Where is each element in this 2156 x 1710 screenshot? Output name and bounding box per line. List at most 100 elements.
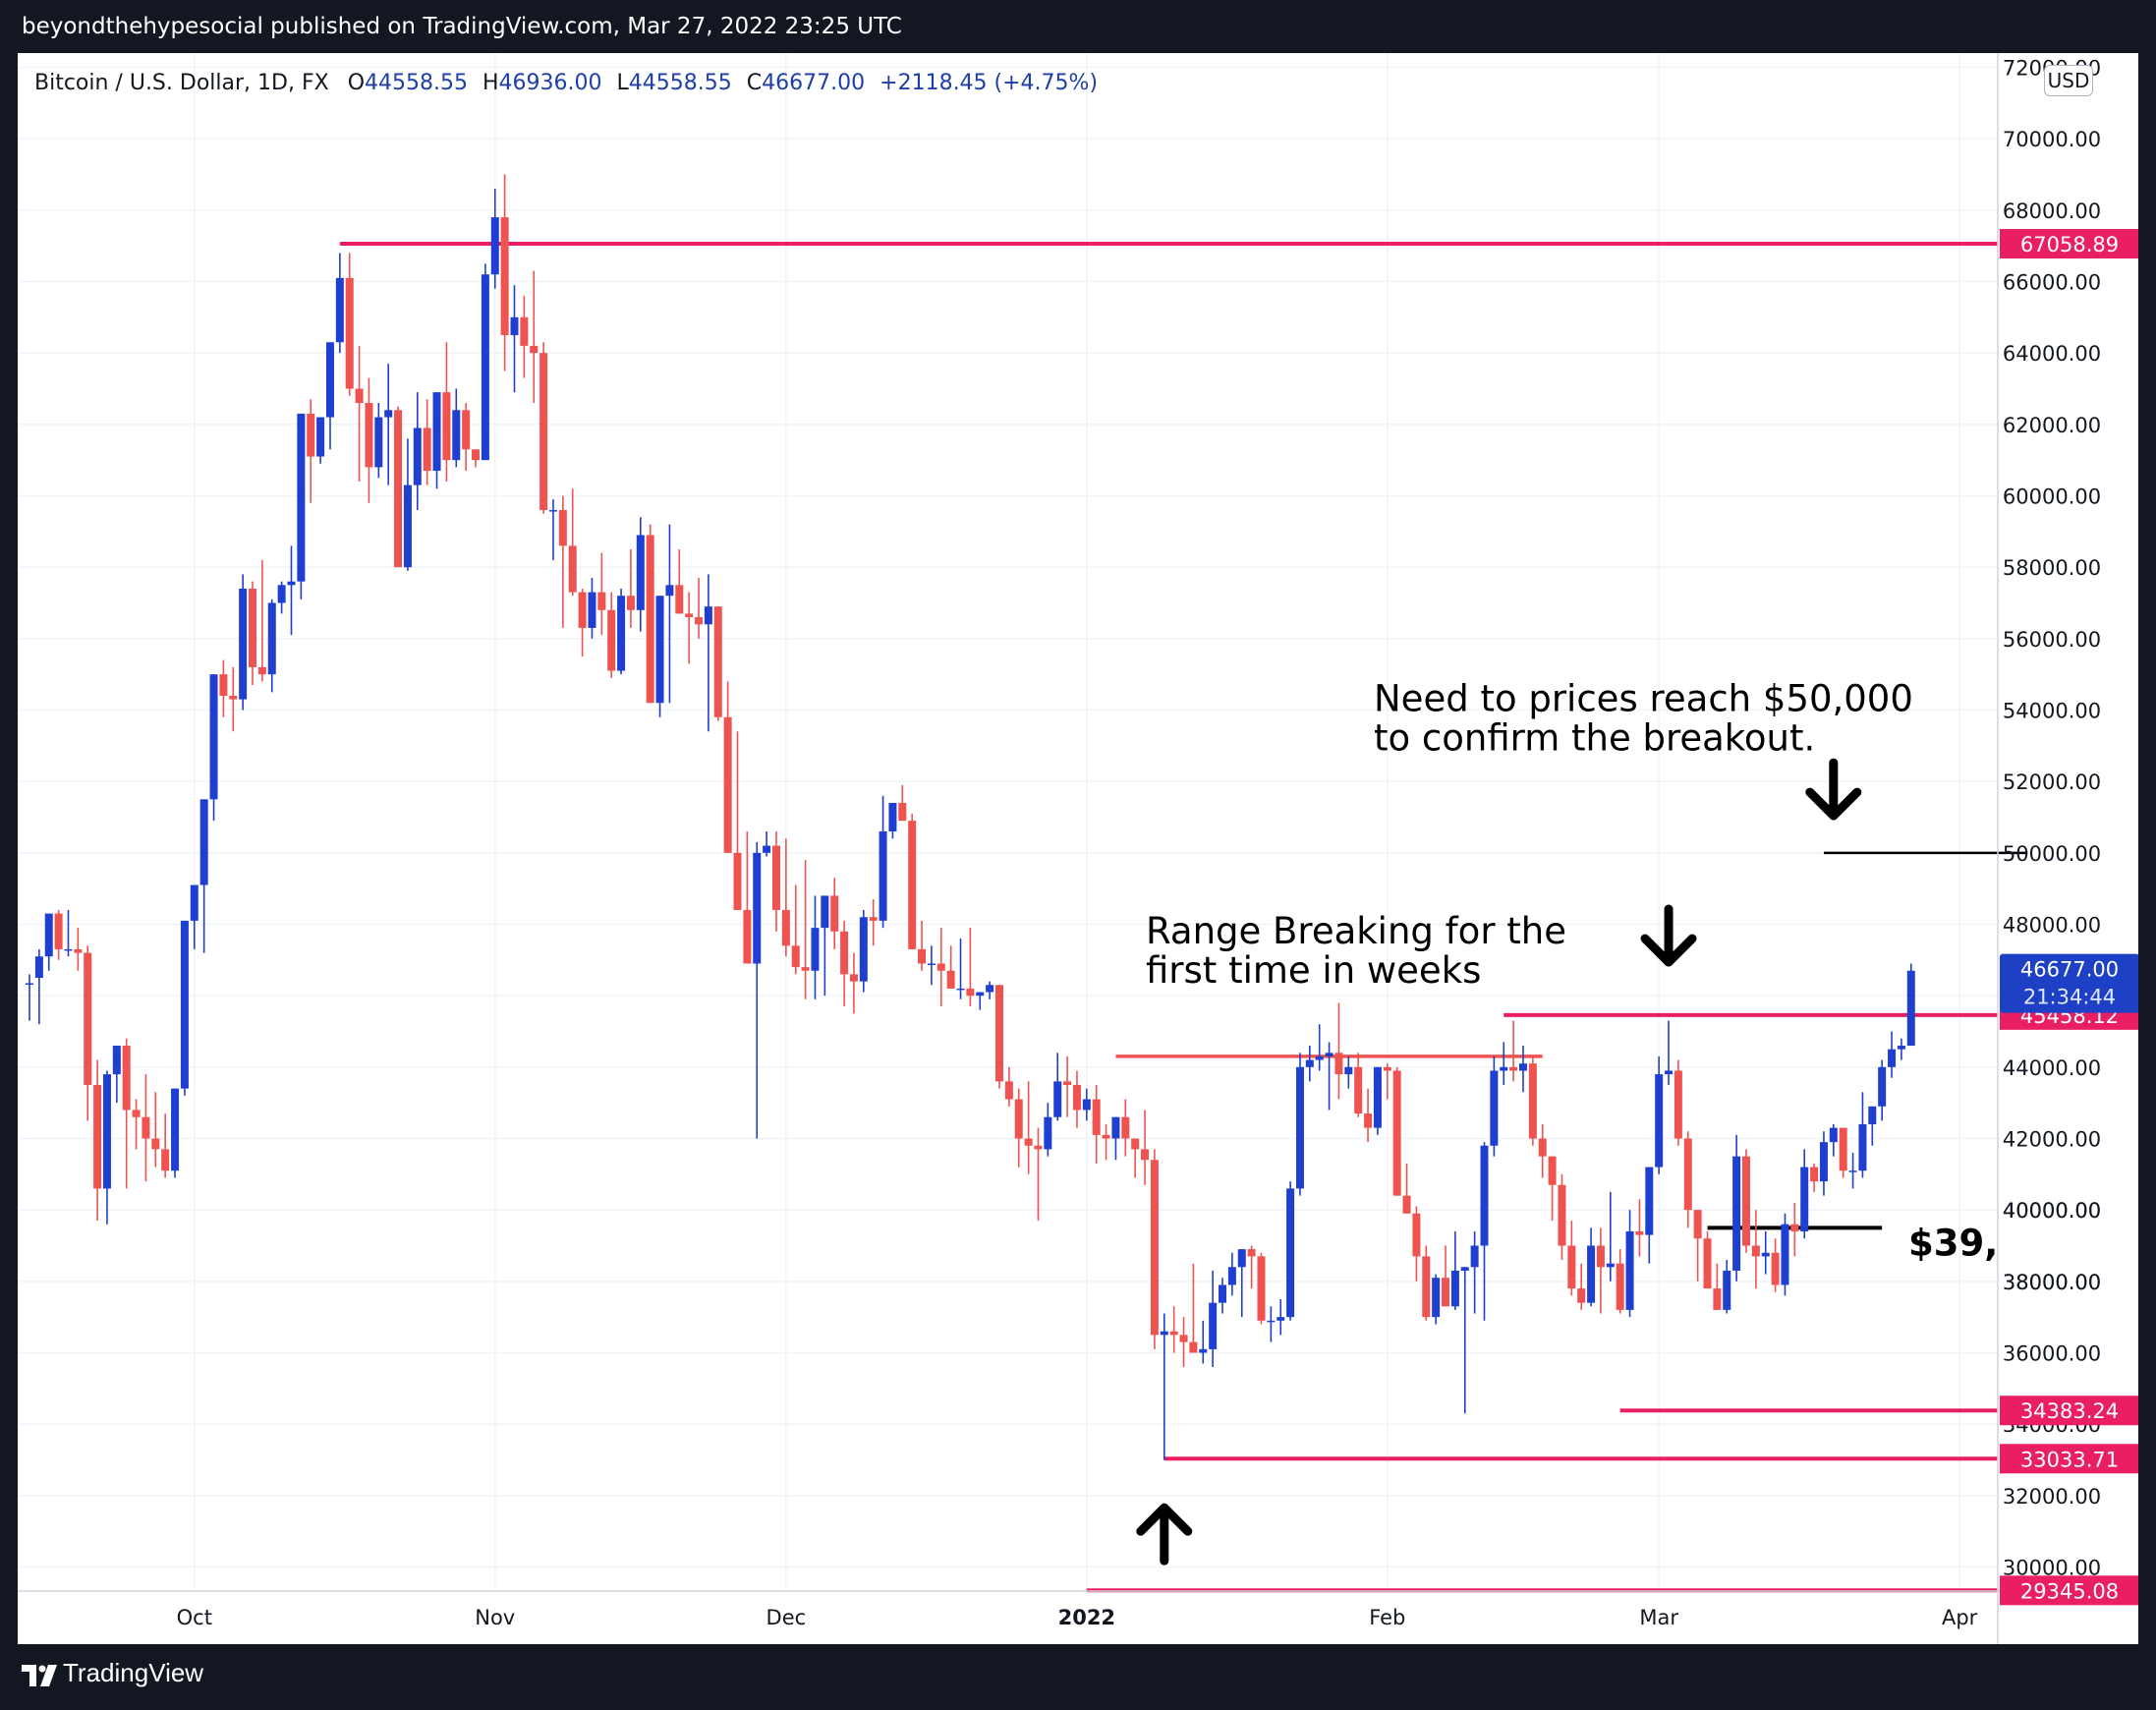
candle-body bbox=[927, 963, 936, 965]
candle-body bbox=[898, 802, 907, 822]
x-tick-label: 2022 bbox=[1058, 1606, 1115, 1629]
level-price-label: 67058.89 bbox=[2020, 233, 2119, 256]
candle-body bbox=[374, 417, 383, 468]
candle-body bbox=[879, 831, 887, 921]
symbol-title[interactable]: Bitcoin / U.S. Dollar, 1D, FX bbox=[34, 71, 329, 95]
candle-body bbox=[74, 948, 83, 953]
candle-body bbox=[1587, 1245, 1596, 1303]
candle-body bbox=[791, 945, 800, 968]
candle-body bbox=[1305, 1059, 1314, 1067]
annotation-text[interactable]: to confirm the breakout. bbox=[1374, 717, 1815, 760]
x-tick-label: Apr bbox=[1942, 1606, 1978, 1629]
candle-body bbox=[1635, 1230, 1644, 1235]
candle-body bbox=[1247, 1249, 1256, 1257]
candle-body bbox=[267, 602, 276, 675]
candle-body bbox=[209, 674, 218, 800]
candle-body bbox=[646, 535, 654, 704]
candle-body bbox=[384, 410, 393, 418]
y-tick-label: 40000.00 bbox=[2003, 1199, 2101, 1223]
x-tick-label: Mar bbox=[1639, 1606, 1678, 1629]
level-price-label: 33033.71 bbox=[2020, 1448, 2119, 1471]
candle-body bbox=[530, 345, 539, 354]
candle-body bbox=[219, 674, 228, 696]
candle-body bbox=[1189, 1341, 1198, 1353]
candle-body bbox=[403, 484, 412, 568]
currency-button[interactable]: USD bbox=[2044, 65, 2093, 96]
candle-body bbox=[1781, 1224, 1789, 1285]
y-tick-label: 70000.00 bbox=[2003, 128, 2101, 151]
candle-body bbox=[1713, 1288, 1722, 1310]
candle-body bbox=[1422, 1256, 1431, 1318]
candle-body bbox=[1470, 1245, 1479, 1268]
candle-body bbox=[102, 1074, 111, 1189]
candle-body bbox=[239, 588, 248, 700]
candle-body bbox=[1674, 1070, 1682, 1139]
candle-body bbox=[946, 970, 955, 989]
candle-body bbox=[840, 931, 849, 975]
candle-body bbox=[365, 403, 373, 468]
candle-body bbox=[345, 277, 354, 389]
candle-body bbox=[34, 956, 43, 978]
annotation-text[interactable]: Need to prices reach $50,000 bbox=[1374, 678, 1913, 720]
candle-body bbox=[1655, 1074, 1664, 1168]
candle-body bbox=[888, 802, 897, 832]
candle-body bbox=[1315, 1055, 1324, 1060]
candle-body bbox=[423, 428, 431, 472]
candle-body bbox=[607, 609, 616, 671]
candle-body bbox=[472, 449, 481, 461]
y-tick-label: 42000.00 bbox=[2003, 1128, 2101, 1152]
candle-body bbox=[743, 909, 752, 964]
candle-body bbox=[1558, 1184, 1566, 1246]
chart-panel[interactable]: Need to prices reach $50,000 to confirm t… bbox=[18, 53, 2138, 1644]
candle-body bbox=[695, 617, 704, 625]
candle-body bbox=[1092, 1099, 1101, 1135]
candle-body bbox=[180, 920, 189, 1089]
close-value: 46677.00 bbox=[762, 71, 866, 95]
candle-body bbox=[1344, 1066, 1353, 1075]
y-tick-label: 38000.00 bbox=[2003, 1271, 2101, 1294]
annotation-text[interactable]: first time in weeks bbox=[1146, 949, 1481, 992]
candle-body bbox=[1829, 1127, 1838, 1143]
candle-body bbox=[297, 413, 306, 582]
candle-body bbox=[936, 963, 945, 971]
y-tick-label: 52000.00 bbox=[2003, 770, 2101, 794]
annotation-text[interactable]: Range Breaking for the bbox=[1146, 910, 1566, 952]
high-value: 46936.00 bbox=[498, 71, 602, 95]
candle-body bbox=[325, 342, 334, 418]
candle-body bbox=[1868, 1106, 1877, 1124]
candle-body bbox=[869, 917, 878, 921]
candle-body bbox=[132, 1110, 141, 1117]
candle-body bbox=[1179, 1335, 1188, 1342]
axis-mask bbox=[1999, 1188, 2138, 1282]
candle-body bbox=[1810, 1167, 1819, 1182]
candle-body bbox=[142, 1116, 150, 1139]
change-value: +2118.45 (+4.75%) bbox=[879, 71, 1099, 95]
tradingview-logo-icon[interactable] bbox=[22, 1665, 61, 1686]
candle-body bbox=[1616, 1263, 1624, 1310]
y-tick-label: 58000.00 bbox=[2003, 556, 2101, 580]
y-tick-label: 68000.00 bbox=[2003, 200, 2101, 223]
level-price-tag bbox=[2000, 1575, 2138, 1606]
candle-body bbox=[1392, 1070, 1401, 1196]
candle-body bbox=[1111, 1116, 1120, 1139]
candle-body bbox=[1878, 1066, 1887, 1107]
candle-body bbox=[1004, 1081, 1013, 1100]
candle-body bbox=[1819, 1142, 1828, 1182]
candle-body bbox=[1121, 1116, 1130, 1139]
countdown-timer: 21:34:44 bbox=[2023, 986, 2116, 1009]
tradingview-brand[interactable]: TradingView bbox=[63, 1658, 204, 1687]
candle-body bbox=[849, 974, 858, 982]
candle-body bbox=[257, 666, 266, 675]
candle-body bbox=[578, 592, 587, 628]
candle-body bbox=[1500, 1066, 1508, 1071]
candle-body bbox=[1577, 1288, 1586, 1303]
candle-body bbox=[908, 821, 917, 949]
candle-body bbox=[811, 928, 820, 971]
low-value: 44558.55 bbox=[628, 71, 732, 95]
candle-body bbox=[1858, 1123, 1867, 1171]
candle-body bbox=[1460, 1267, 1469, 1271]
candle-body bbox=[1053, 1081, 1062, 1117]
candle-body bbox=[1432, 1278, 1441, 1318]
publisher-text: beyondthehypesocial published on Trading… bbox=[22, 14, 902, 39]
